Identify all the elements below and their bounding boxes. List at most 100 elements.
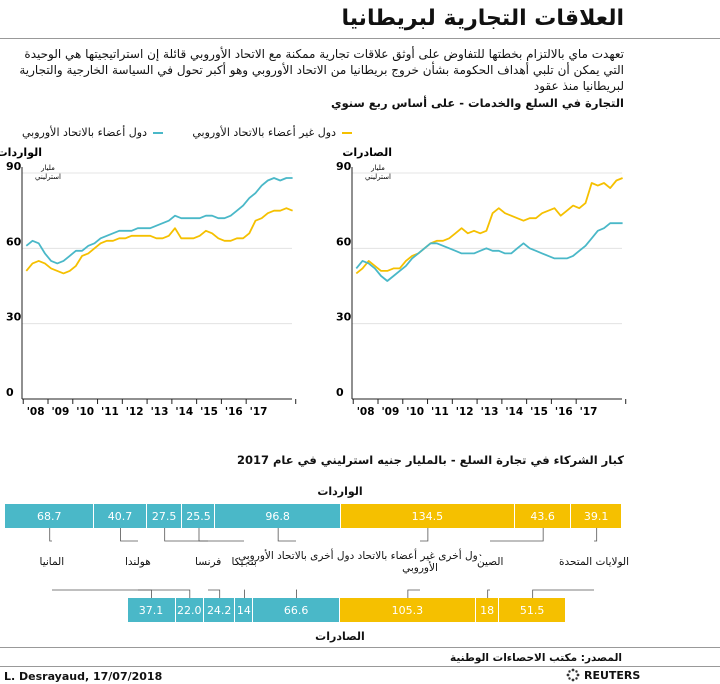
exports-chart: الصادرات مليار استرليني 0 30 60 90 '08 '09 '10 '11… <box>336 146 627 418</box>
imports-xtick-label: '08 <box>27 406 45 418</box>
imports-bar: 68.7 40.7 27.5 25.5 96.8 134.5 43.6 39.1 <box>0 504 720 528</box>
byline: L. Desrayaud, 17/07/2018 <box>4 670 163 683</box>
leader-line-imports <box>198 528 244 542</box>
legend-non-eu-label: دول غير أعضاء بالاتحاد الأوروبي <box>192 126 336 139</box>
imports-ytick-label: 30 <box>6 311 22 324</box>
exports-ytick-label: 30 <box>336 311 352 324</box>
imports-ytick-label: 60 <box>6 235 22 248</box>
exports-ytick-label: 90 <box>336 160 352 173</box>
imports-title: الواردات <box>0 146 42 159</box>
exports-ytick-label: 0 <box>336 386 344 399</box>
imports-series-line-non-eu <box>25 207 293 275</box>
leader-line-imports <box>594 528 598 542</box>
leader-line-exports <box>52 589 152 598</box>
partner-label: المانيا <box>39 556 65 568</box>
legend-eu-label: دول أعضاء بالاتحاد الأوروبي <box>22 126 147 139</box>
imports-bar-segment: 25.5 <box>182 504 216 528</box>
exports-xtick-label: '13 <box>481 406 499 418</box>
exports-bar-segment: 22.0 <box>175 598 205 622</box>
description: تعهدت ماي بالالتزام بخطتها للتفاوض على أ… <box>19 47 624 93</box>
leader-line-exports <box>487 589 490 598</box>
exports-xtick-label: '14 <box>505 406 523 418</box>
exports-bar-segment: 14 <box>235 598 254 622</box>
exports-xtick-label: '08 <box>357 406 375 418</box>
exports-xtick-label: '16 <box>555 406 573 418</box>
exports-title: الصادرات <box>342 146 392 159</box>
imports-series-line-eu <box>25 177 293 265</box>
exports-bar-label: الصادرات <box>315 630 365 643</box>
title-rule <box>0 38 720 39</box>
exports-series-line-eu <box>355 222 623 282</box>
partner-leader-lines <box>49 528 598 598</box>
exports-bar: 37.1 22.0 24.2 14 66.6 105.3 18 51.5 <box>0 598 720 622</box>
exports-xtick-label: '10 <box>406 406 424 418</box>
imports-unit-label: مليار استرليني <box>35 164 61 181</box>
exports-unit-label: مليار استرليني <box>365 164 391 181</box>
partner-label: دول أخرى بالاتحاد الأوروبي <box>238 550 355 562</box>
legend-eu-swatch <box>153 131 163 134</box>
leader-line-exports <box>407 589 420 598</box>
imports-bar-segment: 43.6 <box>514 504 572 528</box>
exports-bar-segment: 66.6 <box>253 598 340 622</box>
partner-label: الولايات المتحدة <box>559 556 630 568</box>
exports-xtick-label: '09 <box>381 406 399 418</box>
imports-xtick-label: '11 <box>101 406 119 418</box>
exports-ytick-label: 60 <box>336 235 352 248</box>
leader-line-exports <box>138 589 191 598</box>
reuters-logo: REUTERS <box>566 668 640 682</box>
imports-bar-segment: 27.5 <box>146 504 183 528</box>
source: المصدر: مكتب الاحصاءات الوطنية <box>450 652 622 664</box>
partner-label: الصين <box>477 556 504 568</box>
exports-xtick-label: '11 <box>431 406 449 418</box>
partner-label: هولندا <box>125 556 151 568</box>
reuters-dots-icon <box>566 668 580 682</box>
leader-line-imports <box>164 528 208 542</box>
exports-xtick-label: '17 <box>580 406 598 418</box>
legend-non-eu-swatch <box>342 131 352 134</box>
subhead: التجارة في السلع والخدمات - على أساس ربع… <box>331 96 624 110</box>
leader-line-imports <box>49 528 52 542</box>
imports-bar-label: الواردات <box>317 485 363 498</box>
imports-xtick-label: '10 <box>76 406 94 418</box>
footer-rule <box>0 647 720 648</box>
exports-bar-segment: 105.3 <box>339 598 477 622</box>
imports-xtick-label: '12 <box>126 406 144 418</box>
leader-line-exports <box>296 589 297 598</box>
imports-xtick-label: '14 <box>175 406 193 418</box>
legend-non-eu: دول غير أعضاء بالاتحاد الأوروبي <box>192 126 352 139</box>
legend-eu: دول أعضاء بالاتحاد الأوروبي <box>22 126 163 139</box>
footer-rule-2 <box>0 666 720 667</box>
imports-bar-segment: 39.1 <box>571 504 622 528</box>
imports-xtick-label: '16 <box>225 406 243 418</box>
exports-xtick-label: '12 <box>456 406 474 418</box>
imports-ytick-label: 90 <box>6 160 22 173</box>
imports-bar-segment: 134.5 <box>340 504 515 528</box>
exports-bar-segment: 51.5 <box>499 598 566 622</box>
imports-bar-segment: 68.7 <box>5 504 95 528</box>
leader-line-imports <box>420 528 429 542</box>
partner-label: فرنسا <box>195 556 222 568</box>
imports-xtick-label: '15 <box>200 406 218 418</box>
leader-line-exports <box>208 589 221 598</box>
leader-line-imports <box>120 528 138 542</box>
page-title: العلاقات التجارية لبريطانيا <box>341 6 624 31</box>
leader-line-imports <box>277 528 296 542</box>
exports-bar-segment: 24.2 <box>204 598 236 622</box>
imports-bar-segment: 96.8 <box>215 504 341 528</box>
imports-chart: الواردات مليار استرليني 0 30 60 90 '08 '09 '10 '11… <box>0 146 297 418</box>
reuters-wordmark: REUTERS <box>584 668 641 682</box>
exports-xtick-label: '15 <box>530 406 548 418</box>
partner-label: دول أخرى غير أعضاء بالاتحاد الأوروبي <box>355 550 485 574</box>
imports-ytick-label: 0 <box>6 386 14 399</box>
leader-line-imports <box>490 528 544 542</box>
exports-series-line-non-eu <box>355 177 623 275</box>
imports-xtick-label: '13 <box>151 406 169 418</box>
leader-line-exports <box>532 589 594 598</box>
bar-chart-title: كبار الشركاء في تجارة السلع - بالمليار ج… <box>236 453 624 467</box>
imports-bar-segment: 40.7 <box>94 504 147 528</box>
imports-xtick-label: '09 <box>51 406 69 418</box>
imports-xtick-label: '17 <box>250 406 268 418</box>
exports-bar-segment: 37.1 <box>127 598 176 622</box>
line-charts-svg: الواردات مليار استرليني 0 30 60 90 '08 '09 '10 '11… <box>0 146 627 418</box>
exports-bar-segment: 18 <box>476 598 500 622</box>
